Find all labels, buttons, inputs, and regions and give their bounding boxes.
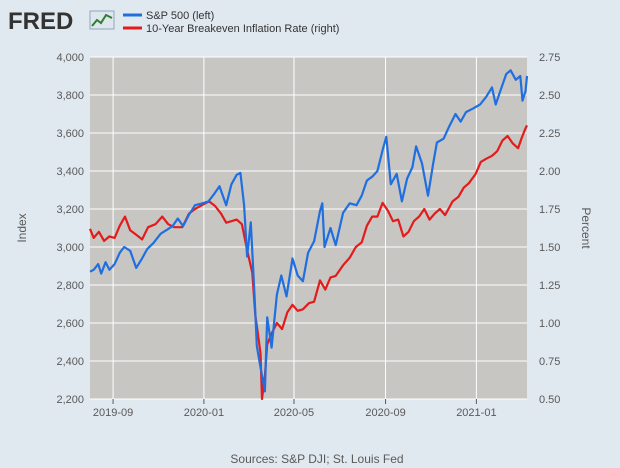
y-right-tick-label: 2.50	[539, 90, 560, 102]
y-right-tick-label: 1.00	[539, 318, 560, 330]
y-left-tick-label: 2,400	[56, 356, 84, 368]
fred-logo-graph-icon	[89, 10, 115, 30]
x-tick-label: 2020-01	[184, 407, 224, 419]
y-left-tick-label: 2,200	[56, 394, 84, 406]
y-left-tick-label: 4,000	[56, 52, 84, 64]
y-left-tick-label: 3,800	[56, 90, 84, 102]
y-right-tick-label: 1.75	[539, 204, 560, 216]
y-right-tick-label: 2.00	[539, 166, 560, 178]
y-right-tick-label: 1.25	[539, 280, 560, 292]
grid-lines	[90, 56, 527, 400]
x-tick-label: 2020-05	[274, 407, 314, 419]
y-right-tick-label: 2.75	[539, 52, 560, 64]
sp500-line	[89, 69, 529, 393]
y-left-tick-label: 2,600	[56, 318, 84, 330]
y-left-tick-label: 3,600	[56, 128, 84, 140]
y-right-tick-label: 0.75	[539, 356, 560, 368]
y-left-tick-label: 3,200	[56, 204, 84, 216]
y-left-tick-label: 3,000	[56, 242, 84, 254]
left-axis-ticks: 2,200 2,400 2,600 2,800 3,000 3,200 3,400 3,600…	[56, 52, 84, 406]
fred-logo[interactable]: FRED	[8, 8, 115, 35]
y-left-tick-label: 3,400	[56, 166, 84, 178]
y-right-tick-label: 2.25	[539, 128, 560, 140]
breakeven-line	[88, 124, 528, 401]
x-tick-label: 2020-09	[365, 407, 405, 419]
series-layer	[88, 69, 529, 401]
right-axis-ticks: 0.50 0.75 1.00 1.25 1.50 1.75 2.00 2.25 2.50 2.75	[539, 52, 560, 406]
plot-area	[90, 57, 527, 399]
y-left-axis-title: Index	[15, 213, 29, 242]
x-tick-label: 2021-01	[456, 407, 496, 419]
fred-logo-text: FRED	[8, 8, 73, 35]
x-axis-ticks: 2019-09 2020-01 2020-05 2020-09 2021-01	[93, 399, 497, 419]
legend-label-0: S&P 500 (left)	[146, 10, 214, 22]
source-note: Sources: S&P DJI; St. Louis Fed	[230, 452, 403, 466]
y-left-tick-label: 2,800	[56, 280, 84, 292]
x-tick-label: 2019-09	[93, 407, 133, 419]
legend-label-1: 10-Year Breakeven Inflation Rate (right)	[146, 23, 339, 35]
y-right-axis-title: Percent	[579, 207, 593, 249]
legend: S&P 500 (left)10-Year Breakeven Inflatio…	[123, 10, 339, 35]
y-right-tick-label: 0.50	[539, 394, 560, 406]
y-right-tick-label: 1.50	[539, 242, 560, 254]
